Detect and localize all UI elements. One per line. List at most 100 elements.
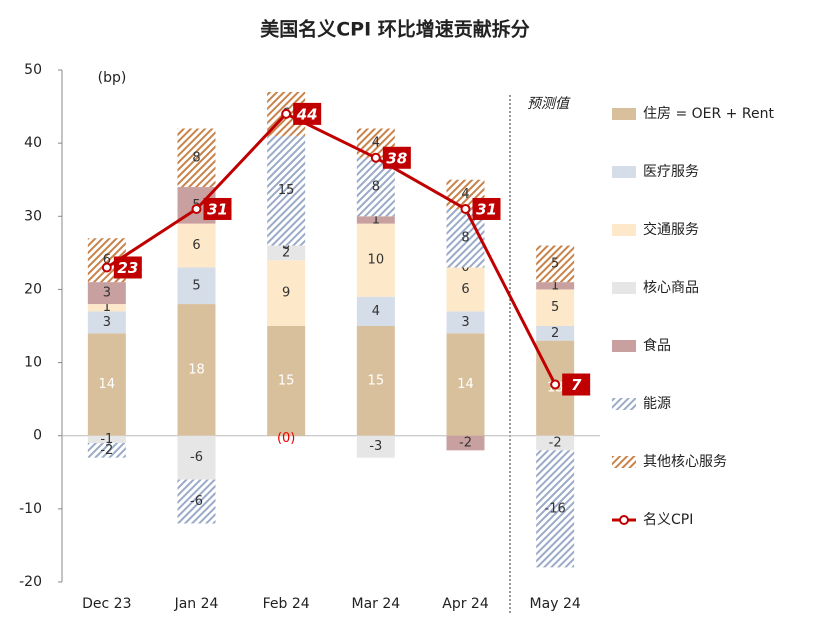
y-tick-label: 40	[24, 135, 42, 151]
data-label: 6	[461, 282, 469, 297]
bar-segment	[356, 216, 395, 224]
cpi-label-box	[113, 256, 142, 279]
data-label: 9	[282, 286, 290, 301]
data-label: -2	[549, 436, 562, 451]
bar-segment	[87, 311, 126, 334]
legend-label: 住房 = OER + Rent	[643, 106, 774, 122]
bar-segment	[177, 479, 216, 524]
bar-segment	[177, 435, 216, 480]
cpi-point	[550, 379, 561, 390]
bar-segment	[267, 245, 306, 261]
chart-title: 美国名义CPI 环比增速贡献拆分	[260, 18, 530, 41]
data-label: 2	[282, 245, 290, 260]
data-label: (0)	[277, 431, 295, 446]
data-label: 15	[278, 373, 295, 388]
bar-segment	[177, 267, 216, 305]
legend-swatch	[612, 456, 636, 468]
cpi-label-box	[203, 197, 232, 220]
cpi-point	[101, 262, 112, 273]
data-label: 10	[368, 253, 385, 268]
bar-segment	[356, 296, 395, 326]
data-label: 15	[278, 183, 295, 198]
cpi-point	[370, 152, 381, 163]
y-tick-label: 30	[24, 208, 42, 224]
x-tick-label: Dec 23	[82, 596, 131, 612]
y-tick-label: 0	[33, 428, 42, 444]
legend-label: 其他核心服务	[643, 454, 727, 470]
data-label: -6	[190, 450, 203, 465]
cpi-label-box	[472, 197, 501, 220]
cpi-label: 7	[571, 376, 582, 394]
legend-swatch	[612, 398, 636, 410]
x-tick-label: Jan 24	[174, 596, 219, 612]
bar-segment	[267, 260, 306, 326]
bar-segment	[446, 435, 485, 451]
data-label: 4	[372, 304, 380, 319]
bar-segment	[536, 435, 575, 451]
data-label: 3	[103, 286, 111, 301]
cpi-line	[106, 112, 557, 386]
data-label: 2	[551, 326, 559, 341]
data-label: 5	[551, 256, 559, 271]
data-label: 8	[372, 180, 380, 195]
data-label: 3	[103, 315, 111, 330]
bar-segment	[356, 223, 395, 297]
data-label: -16	[545, 501, 566, 516]
data-label: 4	[372, 136, 380, 151]
data-label: 4	[461, 187, 469, 202]
bar-segment	[536, 326, 575, 341]
data-label: 8	[461, 231, 469, 246]
data-label: 8	[192, 150, 200, 165]
data-label: 5	[551, 300, 559, 315]
bar-segment	[446, 333, 485, 436]
x-tick-label: May 24	[530, 596, 581, 612]
data-label: 14	[457, 377, 474, 392]
legend-label: 食品	[643, 337, 671, 354]
legend-swatch	[612, 282, 636, 294]
data-label: 14	[99, 377, 116, 392]
bar-segment	[356, 435, 395, 458]
bar-segment	[536, 245, 575, 283]
legend-label: 名义CPI	[643, 512, 693, 528]
legend-label: 能源	[643, 396, 671, 412]
cpi-label: 31	[207, 200, 228, 218]
bar-segment	[267, 135, 306, 246]
data-label: 1	[103, 300, 111, 315]
y-tick-label: 20	[24, 281, 42, 297]
x-tick-label: Feb 24	[263, 596, 310, 612]
bar-segment	[177, 304, 216, 436]
unit-label: (bp)	[98, 70, 127, 86]
data-label: 6	[192, 238, 200, 253]
bar-segment	[177, 128, 216, 188]
cpi-label-box	[382, 146, 411, 169]
bar-segment	[87, 333, 126, 436]
cpi-label: 44	[296, 105, 318, 123]
y-tick-label: 50	[24, 62, 42, 78]
cpi-point	[191, 203, 202, 214]
cpi-label-box	[293, 102, 322, 125]
data-label: 3	[461, 315, 469, 330]
legend-swatch	[612, 224, 636, 236]
bar-segment	[356, 326, 395, 436]
cpi-point	[460, 203, 471, 214]
bar-segment	[536, 450, 575, 568]
bar-segment	[267, 326, 306, 436]
legend-swatch	[612, 108, 636, 120]
forecast-annotation: 预测值	[527, 96, 571, 112]
bar-segment	[536, 289, 575, 326]
legend-label: 交通服务	[643, 221, 699, 238]
cpi-point	[281, 108, 292, 119]
bar-segment	[446, 267, 485, 312]
data-label: 0	[282, 238, 290, 253]
legend-swatch	[612, 166, 636, 178]
cpi-label: 31	[476, 200, 497, 218]
legend-label: 核心商品	[643, 280, 699, 296]
data-label: 6	[103, 253, 111, 268]
cpi-label: 38	[386, 149, 407, 167]
data-label: -3	[369, 439, 382, 454]
data-label: 1	[551, 278, 559, 293]
y-tick-label: -10	[19, 501, 42, 517]
cpi-label: 23	[117, 259, 138, 277]
x-tick-label: Mar 24	[351, 596, 400, 612]
